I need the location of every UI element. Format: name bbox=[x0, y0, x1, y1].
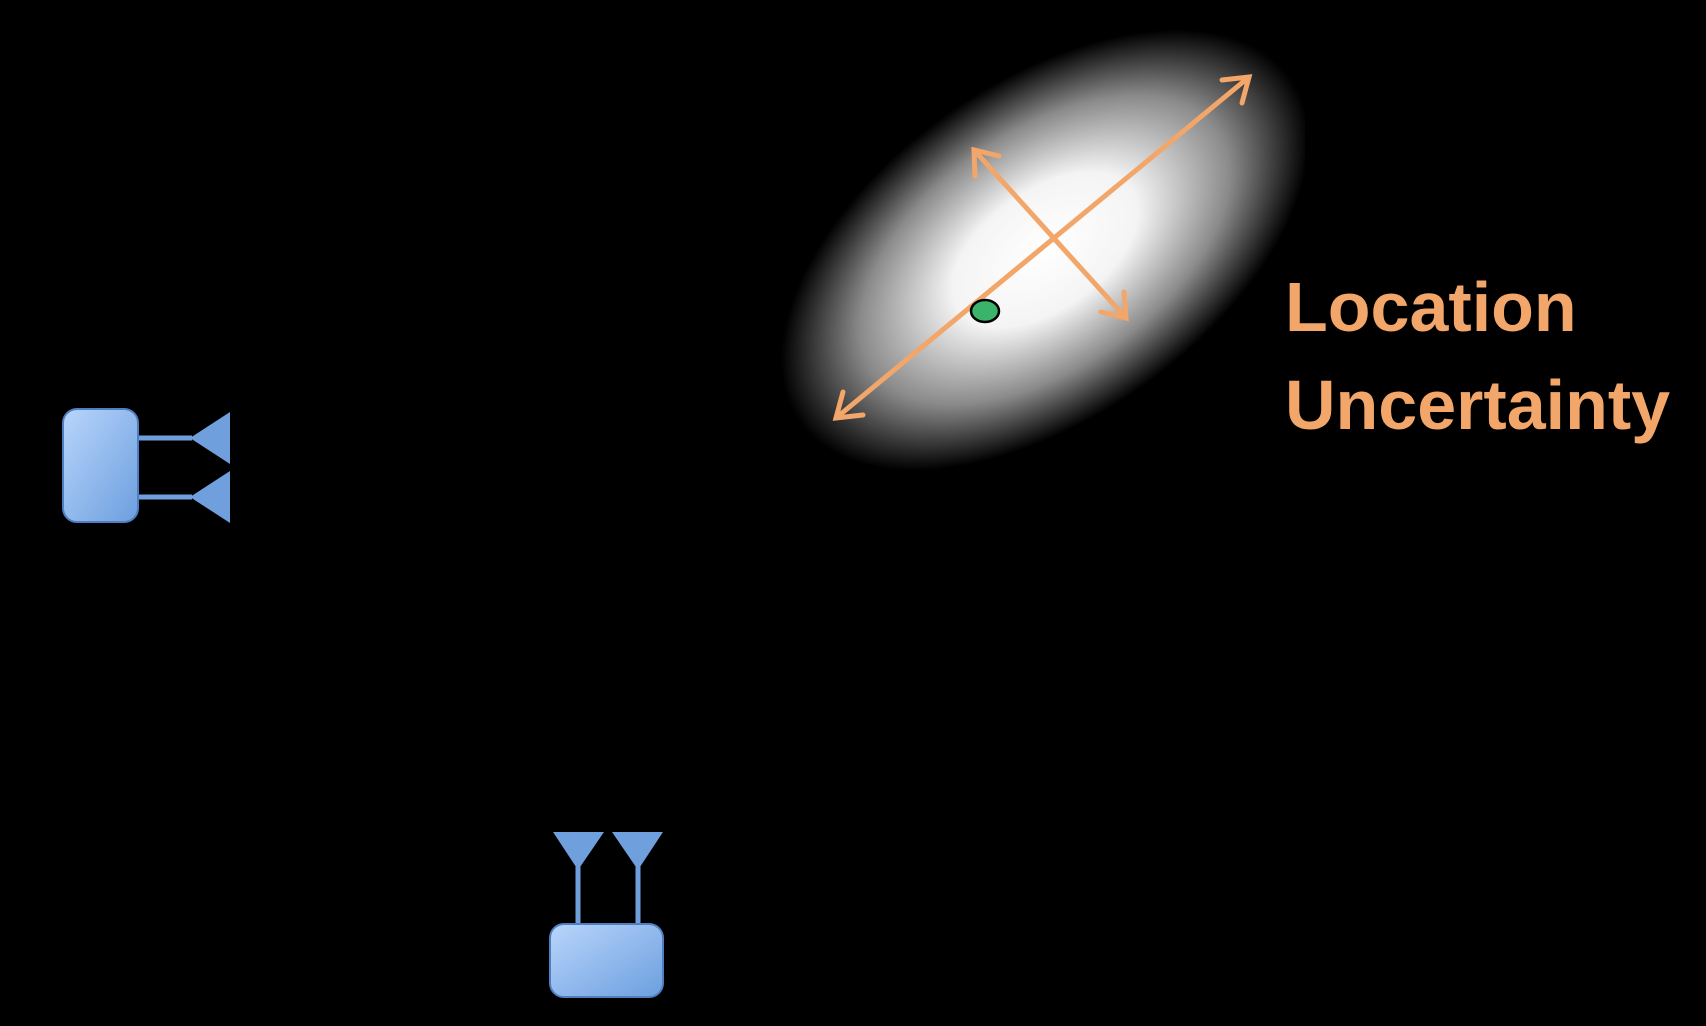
bottom-antenna-left-icon bbox=[553, 832, 604, 870]
bottom-device-box bbox=[549, 923, 664, 998]
bottom-antenna-device bbox=[549, 832, 664, 998]
uncertainty-region bbox=[781, 29, 1305, 471]
left-antenna-device bbox=[62, 408, 230, 523]
location-uncertainty-label: Location Uncertainty bbox=[1285, 258, 1670, 454]
left-antenna-lower-icon bbox=[190, 471, 230, 523]
left-antenna-upper-icon bbox=[190, 412, 230, 464]
minor-axis-arrow bbox=[971, 147, 1129, 321]
left-device-box bbox=[62, 408, 139, 523]
major-arrowhead-down bbox=[832, 389, 866, 421]
bottom-antenna-right-icon bbox=[612, 832, 663, 870]
minor-arrowhead-down bbox=[1098, 289, 1129, 322]
caption-line-1: Location bbox=[1285, 268, 1577, 346]
caption-line-2: Uncertainty bbox=[1285, 366, 1671, 444]
minor-arrowhead-up bbox=[971, 146, 1002, 179]
uncertainty-arrows bbox=[832, 74, 1253, 421]
major-axis-arrow bbox=[833, 74, 1252, 421]
location-estimate-icon bbox=[969, 298, 1001, 324]
major-arrowhead-up bbox=[1219, 74, 1253, 106]
